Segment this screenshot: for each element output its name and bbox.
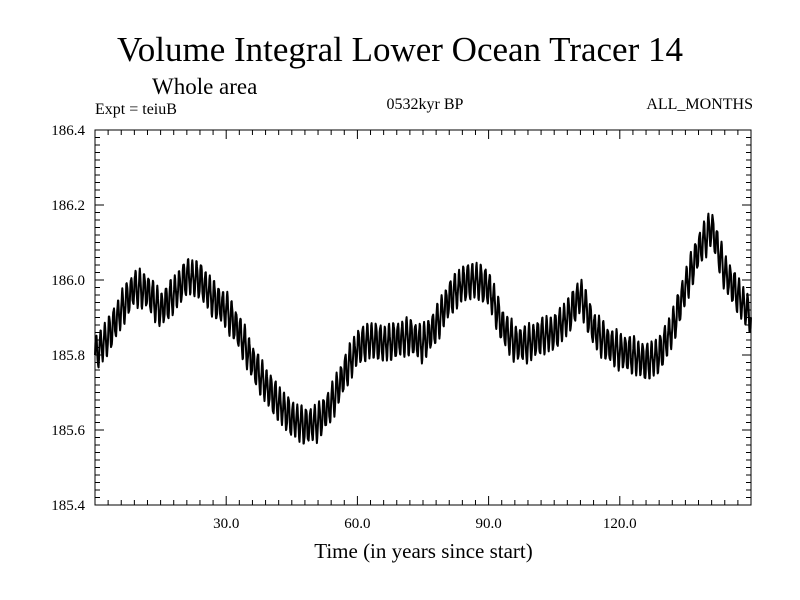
y-tick-label: 186.0 xyxy=(51,273,85,289)
x-tick-label: 90.0 xyxy=(475,516,501,532)
x-tick-label: 120.0 xyxy=(603,516,637,532)
y-tick-label: 185.4 xyxy=(51,498,85,514)
tick-label-group: 30.0 60.0 90.0 120.0 185.4 185.6 185.8 186.0 186… xyxy=(51,123,636,532)
x-tick-label: 60.0 xyxy=(344,516,370,532)
series-line xyxy=(94,212,752,445)
plot-frame xyxy=(94,129,752,506)
chart-title: Volume Integral Lower Ocean Tracer 14 xyxy=(117,30,683,69)
y-tick-label: 185.8 xyxy=(51,348,85,364)
months-label: ALL_MONTHS xyxy=(646,96,753,113)
chart-subtitle: Whole area xyxy=(152,74,258,99)
y-tick-label: 186.4 xyxy=(51,123,85,139)
y-tick-label: 186.2 xyxy=(51,198,85,214)
x-axis-label: Time (in years since start) xyxy=(314,539,533,563)
tick-group xyxy=(95,130,751,505)
experiment-label: Expt = teiuB xyxy=(95,101,177,118)
period-label: 0532kyr BP xyxy=(386,96,464,113)
y-tick-label: 185.6 xyxy=(51,423,85,439)
x-tick-label: 30.0 xyxy=(213,516,239,532)
